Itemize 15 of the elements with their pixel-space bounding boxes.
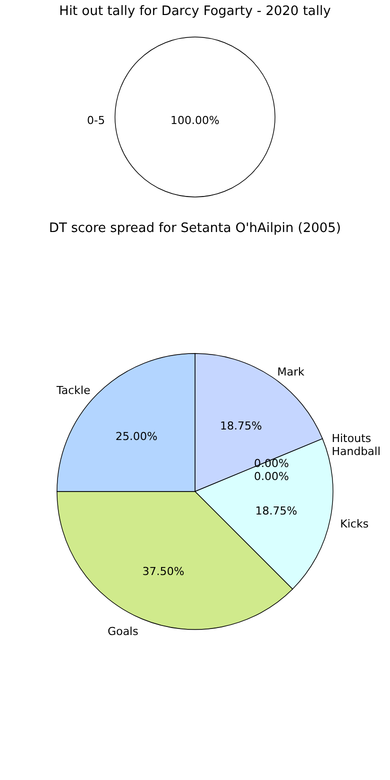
- text: 0.00%: [254, 470, 289, 483]
- slice-label: Tackle: [55, 384, 91, 397]
- data-label: 37.50%: [142, 564, 184, 578]
- data-label: 18.75%: [220, 420, 262, 433]
- slice-label: Kicks: [340, 517, 369, 530]
- chart-title: DT score spread for Setanta O'hAilpin (2005): [49, 221, 341, 236]
- data-label: 25.00%: [115, 430, 158, 443]
- slice-label: 0-5: [87, 114, 105, 127]
- slice-label: Goals: [108, 625, 139, 638]
- category-label: Hitouts: [332, 432, 372, 445]
- category-label: Handball: [332, 444, 381, 458]
- slice-label: Mark: [277, 365, 305, 378]
- data-label: 18.75%: [255, 504, 298, 518]
- data-label: 100.00%: [170, 114, 220, 127]
- chart-title: Hit out tally for Darcy Fogarty - 2020 tally: [59, 4, 332, 19]
